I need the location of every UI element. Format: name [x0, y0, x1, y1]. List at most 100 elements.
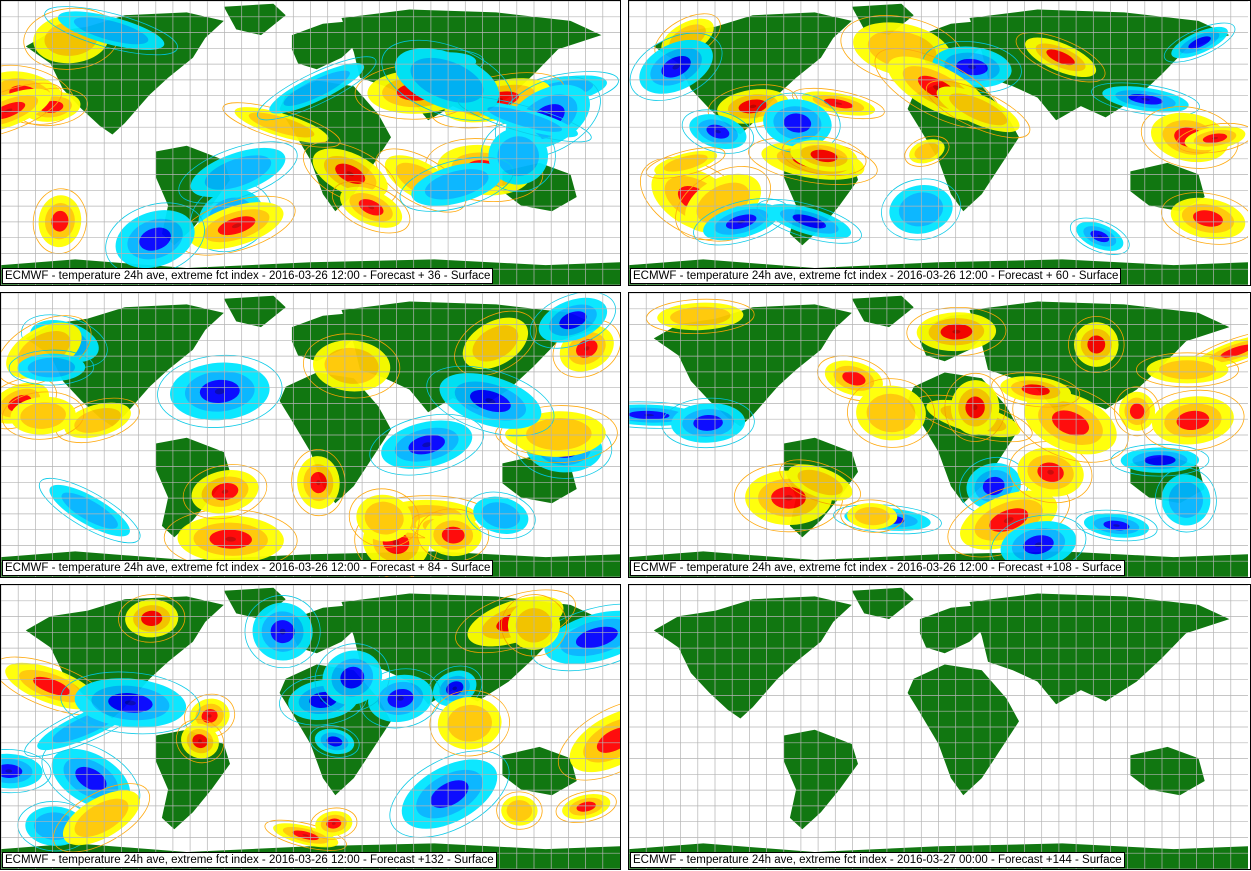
landmass-greenland: [851, 587, 914, 620]
contour-line: [1012, 383, 1129, 463]
cold-anomaly-blob: [27, 357, 76, 378]
landmass-australia: [1130, 746, 1205, 796]
contour-line: [779, 459, 861, 506]
contour-line: [499, 405, 618, 464]
index-field-layer: [1, 6, 619, 276]
graticule: [629, 1, 1248, 285]
contour-line: [991, 372, 1081, 408]
warm-anomaly-blob: [198, 739, 202, 743]
warm-anomaly-blob: [576, 801, 596, 812]
warm-anomaly-blob: [1003, 517, 1014, 524]
warm-anomaly-blob: [1047, 469, 1054, 475]
cold-anomaly-blob: [214, 388, 225, 395]
map-canvas: [629, 1, 1248, 285]
contour-line: [555, 790, 617, 823]
contour-line: [1176, 122, 1248, 154]
map-canvas: [1, 585, 620, 869]
cold-anomaly-blob: [715, 129, 721, 134]
warm-anomaly-blob: [596, 727, 620, 753]
contour-line: [1, 749, 52, 794]
map-panel-forecast-108: ECMWF - temperature 24h ave, extreme fct…: [628, 292, 1251, 578]
panel-caption: ECMWF - temperature 24h ave, extreme fct…: [2, 560, 494, 576]
contour-line: [182, 464, 268, 520]
warm-anomaly-blob: [51, 210, 69, 232]
contour-line: [1091, 82, 1200, 117]
cold-anomaly-blob: [1144, 455, 1176, 466]
cold-anomaly-blob: [61, 492, 118, 529]
map-panel-forecast-132: ECMWF - temperature 24h ave, extreme fct…: [0, 584, 621, 870]
contour-line: [1, 391, 85, 440]
cold-anomaly-blob: [397, 696, 404, 701]
contour-line: [529, 293, 617, 349]
map-canvas: [1, 293, 620, 577]
warm-anomaly-blob: [506, 800, 533, 822]
contour-line: [178, 141, 298, 204]
warm-anomaly-blob: [207, 714, 212, 718]
cold-anomaly-blob: [487, 106, 562, 132]
contour-line: [429, 690, 510, 757]
warm-anomaly-blob: [834, 102, 843, 105]
contour-line: [157, 354, 283, 428]
cold-anomaly-blob: [497, 136, 539, 177]
warm-anomaly-blob: [1129, 403, 1145, 420]
warm-anomaly-blob: [1087, 335, 1106, 354]
cold-anomaly-blob: [672, 64, 680, 70]
warm-anomaly-blob: [441, 526, 465, 544]
warm-anomaly-blob: [221, 489, 229, 494]
panel-caption: ECMWF - temperature 24h ave, extreme fct…: [630, 268, 1122, 284]
warm-anomaly-blob: [248, 112, 315, 138]
cold-anomaly-blob: [1188, 36, 1211, 49]
cold-anomaly-blob: [5, 769, 13, 773]
cold-anomaly-blob: [73, 17, 149, 45]
landmass-asia: [969, 593, 1230, 705]
warm-anomaly-blob: [447, 704, 492, 742]
warm-anomaly-blob: [526, 418, 592, 451]
warm-anomaly-blob: [3, 108, 13, 113]
cold-anomaly-blob: [424, 169, 489, 200]
warm-anomaly-blob: [141, 610, 163, 627]
cold-anomaly-blob: [430, 780, 469, 808]
contour-line: [501, 594, 567, 657]
graticule: [1, 293, 620, 577]
contour-line: [925, 80, 1031, 139]
contour-line: [302, 333, 401, 399]
cold-anomaly-blob: [283, 70, 350, 106]
warm-anomaly-blob: [1220, 344, 1248, 358]
panel-caption: ECMWF - temperature 24h ave, extreme fct…: [2, 268, 494, 284]
map-panel-forecast-60: ECMWF - temperature 24h ave, extreme fct…: [628, 0, 1251, 286]
landmass-europe: [919, 604, 988, 654]
cold-anomaly-blob: [1097, 234, 1103, 238]
cold-anomaly-blob: [326, 736, 343, 747]
contour-line: [840, 499, 904, 533]
contour-line: [1163, 22, 1236, 63]
cold-anomaly-blob: [783, 113, 812, 133]
cold-anomaly-blob: [204, 155, 272, 190]
contour-line: [399, 156, 514, 212]
cold-anomaly-blob: [452, 686, 457, 691]
contour-line: [244, 595, 321, 669]
warm-anomaly-blob: [949, 93, 1008, 126]
warm-anomaly-blob: [1158, 360, 1217, 380]
landmass-south-america: [783, 729, 858, 830]
warm-anomaly-blob: [225, 536, 236, 542]
warm-anomaly-blob: [914, 142, 940, 160]
contour-line: [833, 504, 942, 535]
warm-anomaly-blob: [1021, 384, 1050, 396]
panel-caption: ECMWF - temperature 24h ave, extreme fct…: [630, 852, 1125, 868]
contour-line: [681, 109, 755, 154]
contour-line: [1114, 386, 1161, 437]
cold-anomaly-blob: [1141, 97, 1150, 101]
warm-anomaly-blob: [854, 506, 890, 526]
contour-line: [60, 671, 201, 735]
contour-line: [1110, 443, 1210, 477]
warm-anomaly-blob: [231, 223, 242, 229]
cold-anomaly-blob: [481, 502, 521, 529]
contour-line: [302, 141, 398, 206]
contour-line: [175, 719, 225, 764]
warm-anomaly-blob: [346, 171, 354, 177]
cold-anomaly-blob: [340, 666, 365, 689]
contour-line: [52, 783, 151, 853]
landmass-north-america: [653, 304, 852, 427]
contour-line: [944, 372, 1006, 442]
contour-line: [369, 413, 485, 476]
